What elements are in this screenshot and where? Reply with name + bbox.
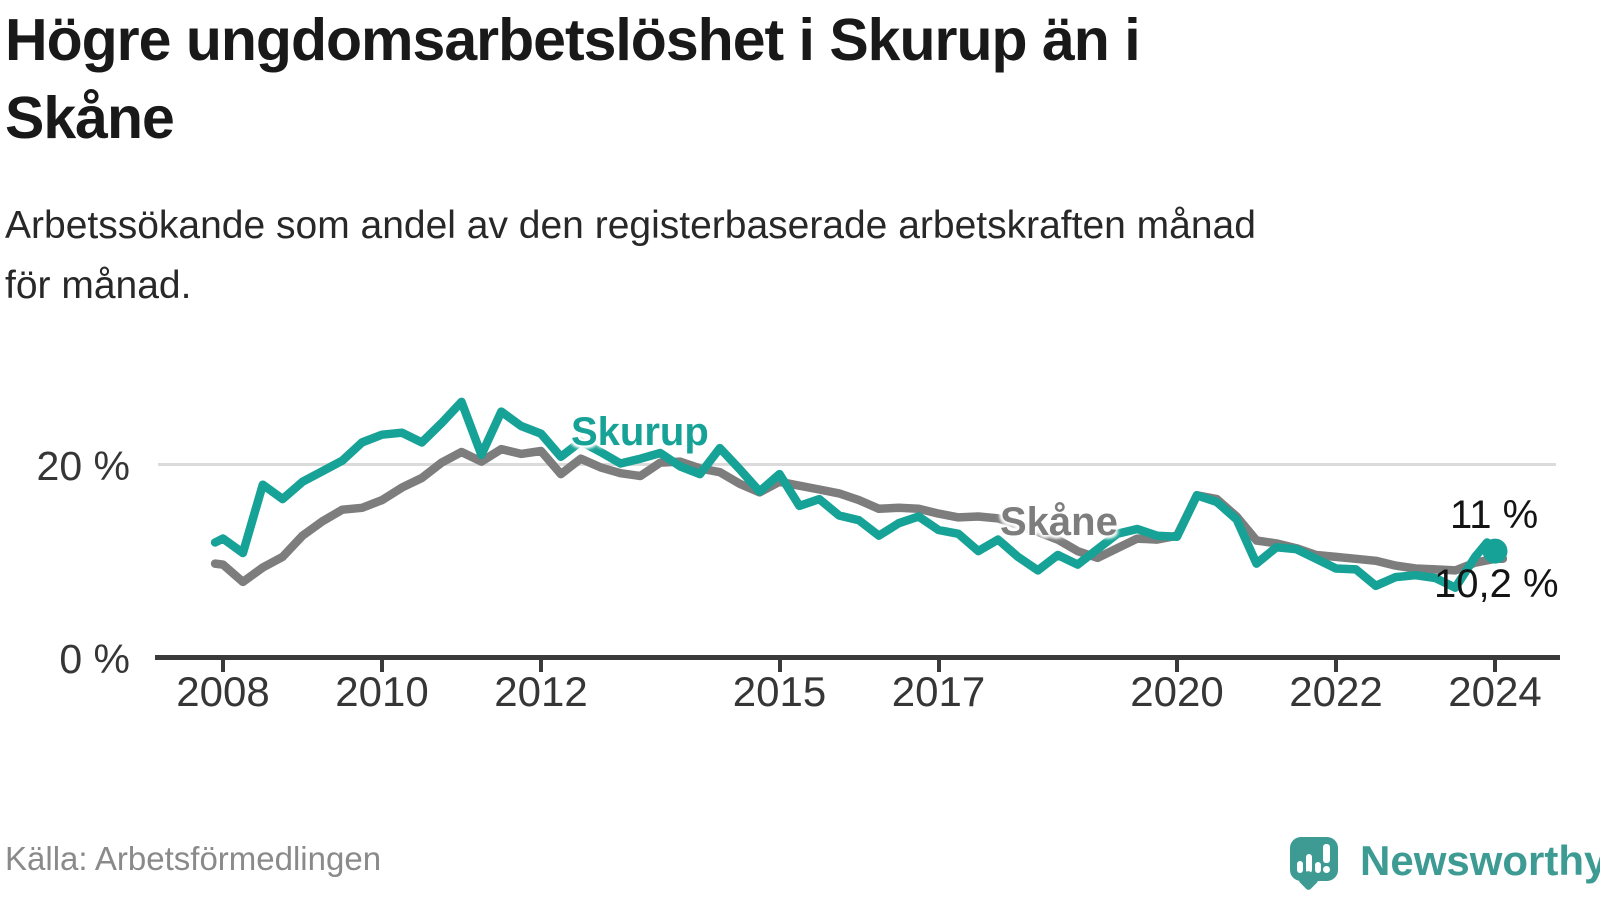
- logo-exclamation-dot-icon: [1323, 866, 1330, 873]
- series-label-skane: Skåne: [1000, 500, 1118, 544]
- end-value-skane: 10,2 %: [1434, 562, 1559, 606]
- source-note: Källa: Arbetsförmedlingen: [5, 840, 382, 877]
- logo-bar-icon: [1306, 854, 1312, 873]
- y-tick-label-20: 20 %: [36, 443, 130, 489]
- newsworthy-logo: Newsworthy: [1290, 837, 1600, 895]
- chart-subtitle-line1: Arbetssökande som andel av den registerb…: [5, 204, 1256, 247]
- x-tick-label-2020: 2020: [1130, 668, 1224, 715]
- series-line-skurup: [210, 397, 1500, 592]
- x-axis-tick-2024: [1493, 660, 1497, 672]
- logo-exclamation-icon: [1323, 844, 1330, 863]
- x-tick-label-2017: 2017: [891, 668, 986, 715]
- x-axis-tick-2022: [1334, 660, 1338, 672]
- x-axis-tick-2017: [936, 660, 941, 672]
- chart-subtitle-line2: för månad.: [5, 264, 192, 308]
- x-tick-label-2012: 2012: [494, 668, 588, 715]
- x-tick-label-2024: 2024: [1448, 668, 1542, 715]
- newsworthy-wordmark: Newsworthy: [1360, 837, 1600, 884]
- x-axis-line: [155, 655, 1560, 660]
- series-label-skurup: Skurup: [571, 410, 709, 454]
- x-axis-tick-2015: [777, 660, 782, 672]
- page-title-line2: Skåne: [5, 84, 175, 151]
- page-title-line1: Högre ungdomsarbetslöshet i Skurup än i: [5, 7, 1141, 73]
- x-axis-tick-2020: [1175, 660, 1179, 672]
- series-line-skne: [210, 444, 1508, 587]
- gridline-20-percent: [158, 463, 1556, 466]
- latest-value-dot: [1482, 538, 1508, 564]
- y-tick-label-0: 0 %: [59, 636, 130, 682]
- x-axis-tick-2010: [380, 660, 384, 672]
- x-axis-tick-2012: [539, 660, 543, 672]
- end-value-skurup: 11 %: [1450, 493, 1539, 537]
- x-tick-label-2022: 2022: [1289, 668, 1383, 715]
- chart-subtitle: Arbetssökande som andel av den registerb…: [5, 196, 1565, 317]
- x-tick-label-2015: 2015: [732, 668, 827, 715]
- x-tick-label-2008: 2008: [176, 668, 270, 715]
- x-axis-tick-2008: [221, 660, 225, 672]
- page-title: Högre ungdomsarbetslöshet i Skurup än i …: [5, 2, 1565, 158]
- newsworthy-speech-bubble-chart-icon: [1290, 837, 1338, 881]
- logo-bar-icon: [1297, 861, 1303, 873]
- logo-bar-icon: [1315, 862, 1321, 873]
- x-tick-label-2010: 2010: [335, 668, 429, 715]
